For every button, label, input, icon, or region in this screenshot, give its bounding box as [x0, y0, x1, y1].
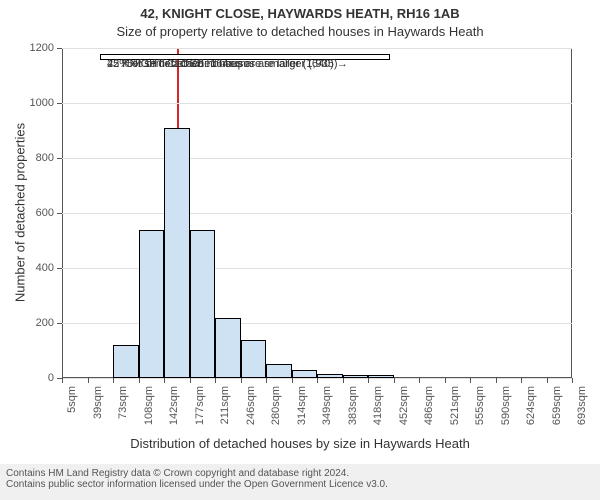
- xtick-mark: [445, 378, 446, 383]
- attribution-box: Contains HM Land Registry data © Crown c…: [0, 464, 600, 500]
- xtick-mark: [547, 378, 548, 383]
- xtick-label: 659sqm: [551, 386, 563, 436]
- histogram-bar: [241, 340, 267, 379]
- xtick-label: 73sqm: [117, 386, 129, 436]
- grid-line: [62, 48, 572, 49]
- grid-line: [62, 158, 572, 159]
- xtick-label: 211sqm: [219, 386, 231, 436]
- ytick-mark: [57, 323, 62, 324]
- x-axis-label: Distribution of detached houses by size …: [0, 436, 600, 451]
- xtick-label: 177sqm: [194, 386, 206, 436]
- chart-title-line1: 42, KNIGHT CLOSE, HAYWARDS HEATH, RH16 1…: [0, 6, 600, 21]
- xtick-mark: [496, 378, 497, 383]
- xtick-mark: [62, 378, 63, 383]
- ytick-mark: [57, 48, 62, 49]
- histogram-bar: [343, 375, 369, 378]
- xtick-label: 693sqm: [576, 386, 588, 436]
- annotation-box: 42 KNIGHT CLOSE: 164sqm ← 75% of detache…: [100, 54, 390, 60]
- xtick-mark: [572, 378, 573, 383]
- ytick-label: 1200: [22, 42, 54, 54]
- ytick-mark: [57, 213, 62, 214]
- xtick-mark: [241, 378, 242, 383]
- histogram-bar: [215, 318, 241, 379]
- histogram-bar: [317, 374, 343, 378]
- histogram-bar: [113, 345, 139, 378]
- xtick-mark: [317, 378, 318, 383]
- xtick-label: 246sqm: [245, 386, 257, 436]
- histogram-bar: [139, 230, 165, 379]
- annotation-line-3: 25% of semi-detached houses are larger (…: [107, 57, 348, 71]
- xtick-label: 486sqm: [423, 386, 435, 436]
- grid-line: [62, 213, 572, 214]
- ytick-label: 0: [22, 372, 54, 384]
- xtick-mark: [113, 378, 114, 383]
- xtick-label: 590sqm: [500, 386, 512, 436]
- xtick-label: 280sqm: [270, 386, 282, 436]
- ytick-mark: [57, 268, 62, 269]
- ytick-label: 200: [22, 317, 54, 329]
- histogram-bar: [292, 370, 318, 378]
- xtick-label: 314sqm: [296, 386, 308, 436]
- attribution-line-2: Contains public sector information licen…: [6, 479, 594, 490]
- xtick-label: 521sqm: [449, 386, 461, 436]
- xtick-label: 5sqm: [66, 386, 78, 436]
- xtick-mark: [394, 378, 395, 383]
- xtick-label: 108sqm: [143, 386, 155, 436]
- ytick-label: 400: [22, 262, 54, 274]
- xtick-label: 383sqm: [347, 386, 359, 436]
- chart-title-line2: Size of property relative to detached ho…: [0, 24, 600, 39]
- xtick-mark: [164, 378, 165, 383]
- xtick-mark: [88, 378, 89, 383]
- ytick-label: 1000: [22, 97, 54, 109]
- xtick-mark: [368, 378, 369, 383]
- xtick-label: 349sqm: [321, 386, 333, 436]
- xtick-mark: [266, 378, 267, 383]
- attribution-line-1: Contains HM Land Registry data © Crown c…: [6, 468, 594, 479]
- histogram-bar: [190, 230, 216, 379]
- xtick-mark: [343, 378, 344, 383]
- ytick-mark: [57, 103, 62, 104]
- xtick-label: 418sqm: [372, 386, 384, 436]
- ytick-label: 800: [22, 152, 54, 164]
- chart-plot-area: [62, 48, 572, 378]
- xtick-mark: [292, 378, 293, 383]
- xtick-label: 452sqm: [398, 386, 410, 436]
- ytick-label: 600: [22, 207, 54, 219]
- xtick-mark: [521, 378, 522, 383]
- xtick-label: 555sqm: [474, 386, 486, 436]
- xtick-mark: [139, 378, 140, 383]
- histogram-bar: [164, 128, 190, 378]
- xtick-label: 624sqm: [525, 386, 537, 436]
- xtick-mark: [215, 378, 216, 383]
- xtick-mark: [190, 378, 191, 383]
- xtick-label: 39sqm: [92, 386, 104, 436]
- histogram-bar: [368, 375, 394, 378]
- xtick-mark: [470, 378, 471, 383]
- xtick-label: 142sqm: [168, 386, 180, 436]
- histogram-bar: [266, 364, 292, 378]
- xtick-mark: [419, 378, 420, 383]
- ytick-mark: [57, 158, 62, 159]
- grid-line: [62, 103, 572, 104]
